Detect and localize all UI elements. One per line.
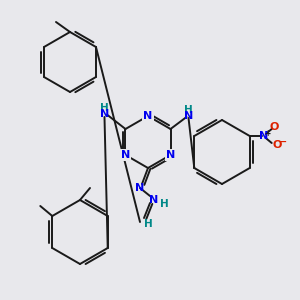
Text: N: N <box>166 150 175 160</box>
Text: N: N <box>100 109 109 119</box>
Text: −: − <box>279 137 287 147</box>
Text: N: N <box>135 183 145 193</box>
Text: H: H <box>184 105 193 115</box>
Text: O: O <box>272 140 281 150</box>
Text: H: H <box>100 103 109 113</box>
Text: O: O <box>269 122 278 132</box>
Text: +: + <box>265 128 271 137</box>
Text: N: N <box>121 150 130 160</box>
Text: N: N <box>184 111 193 121</box>
Text: N: N <box>143 111 153 121</box>
Text: N: N <box>149 195 159 205</box>
Text: N: N <box>259 131 268 141</box>
Text: H: H <box>144 219 152 229</box>
Text: H: H <box>160 199 168 209</box>
